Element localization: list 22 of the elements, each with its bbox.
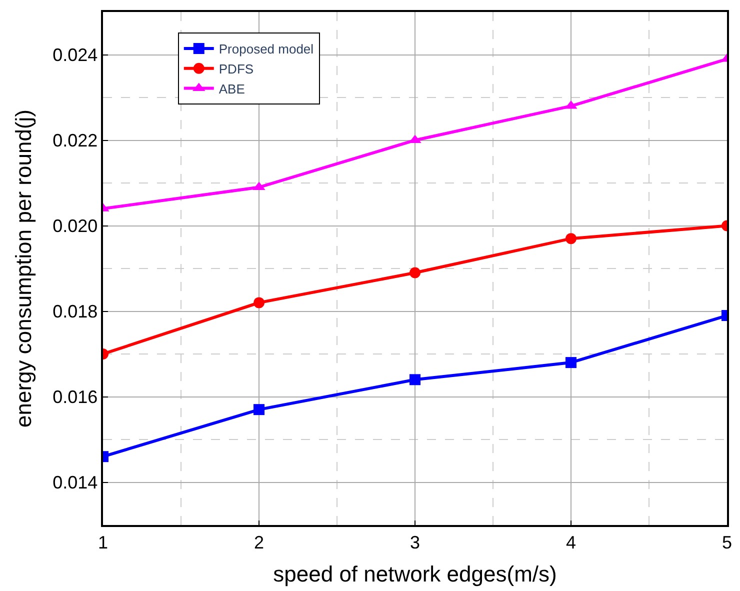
x-tick-label: 3 <box>410 532 420 552</box>
y-tick-label: 0.014 <box>52 472 98 493</box>
legend-label: PDFS <box>218 61 254 76</box>
point <box>254 297 264 308</box>
point <box>410 374 420 386</box>
point <box>566 357 576 368</box>
legend-label: Proposed model <box>218 42 314 57</box>
x-axis-title: speed of network edges(m/s) <box>273 562 557 587</box>
y-tick-label: 0.024 <box>52 45 98 66</box>
y-tick-label: 0.018 <box>52 302 98 322</box>
y-tick-label: 0.016 <box>52 387 98 408</box>
y-axis-title: energy consumption per round(j) <box>10 110 36 428</box>
x-tick-label: 5 <box>722 532 732 552</box>
x-tick-label: 4 <box>566 532 576 552</box>
point <box>410 267 420 278</box>
point <box>254 404 264 416</box>
x-tick-label: 2 <box>254 532 264 552</box>
point <box>566 233 576 244</box>
x-tick-label: 1 <box>98 532 108 552</box>
y-tick-label: 0.020 <box>52 216 98 236</box>
legend-label: ABE <box>218 81 246 96</box>
y-tick-label: 0.022 <box>52 130 98 151</box>
